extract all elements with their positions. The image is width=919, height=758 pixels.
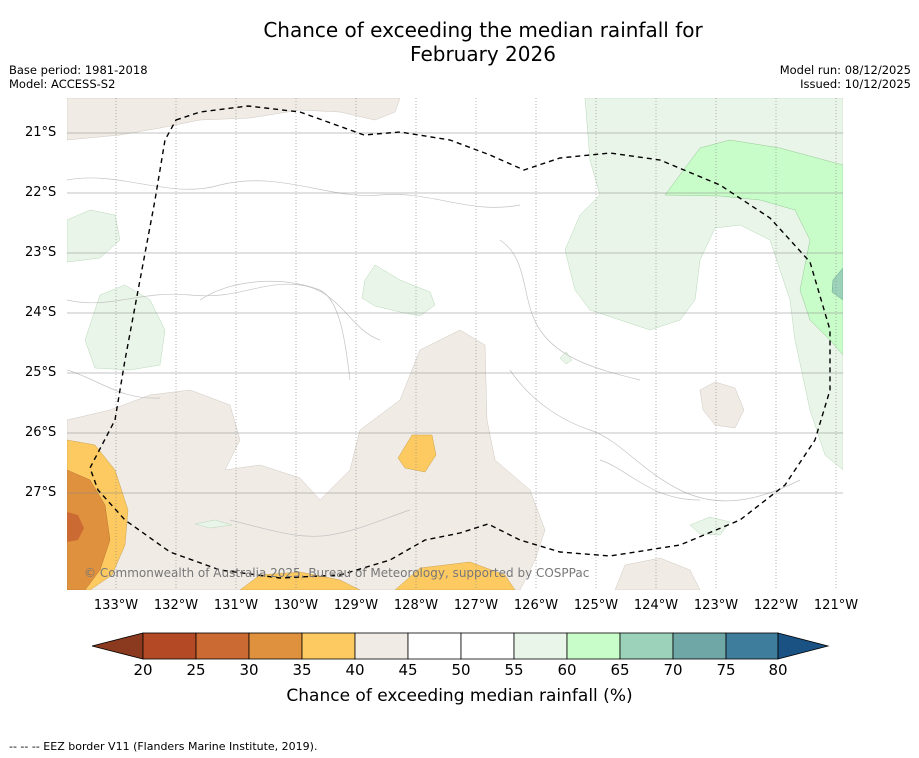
lat-label: 26°S <box>25 425 57 440</box>
lat-label: 22°S <box>25 185 57 200</box>
model-name: Model: ACCESS-S2 <box>9 77 116 91</box>
lat-label: 27°S <box>25 485 57 500</box>
orange-region-south <box>239 561 516 590</box>
colorbar-tick: 50 <box>451 661 471 679</box>
colorbar-bin <box>725 632 779 660</box>
lon-label: 128°W <box>393 598 439 613</box>
lon-label: 125°W <box>573 598 619 613</box>
colorbar-bin <box>301 632 356 660</box>
lat-label: 23°S <box>25 245 57 260</box>
lon-gridlines <box>115 98 837 590</box>
teal-spot <box>831 267 843 301</box>
title-line-1: Chance of exceeding the median rainfall … <box>263 18 703 42</box>
lon-label: 132°W <box>153 598 199 613</box>
lat-label: 25°S <box>25 365 57 380</box>
colorbar-bin <box>354 632 409 660</box>
light-green-region-mid <box>361 264 436 317</box>
beige-region-bottom <box>67 329 546 590</box>
red-orange-region-sw <box>67 512 84 542</box>
contour-lines <box>67 177 801 537</box>
lon-label: 133°W <box>93 598 139 613</box>
lon-label: 121°W <box>813 598 859 613</box>
lon-label: 130°W <box>273 598 319 613</box>
issued-date: Issued: 10/12/2025 <box>800 77 911 91</box>
lon-label: 126°W <box>513 598 559 613</box>
light-green-spots <box>194 351 731 536</box>
colorbar-tick: 60 <box>557 661 577 679</box>
colorbar <box>91 632 830 660</box>
lat-label: 24°S <box>25 305 57 320</box>
lon-label: 124°W <box>633 598 679 613</box>
lon-label: 127°W <box>453 598 499 613</box>
title-line-2: February 2026 <box>410 42 556 66</box>
colorbar-tick: 25 <box>186 661 206 679</box>
colorbar-tick: 20 <box>133 661 153 679</box>
meta-right: Model run: 08/12/2025 Issued: 10/12/2025 <box>780 63 911 91</box>
colorbar-bin <box>142 632 197 660</box>
colorbar-bin <box>513 632 568 660</box>
colorbar-tick: 70 <box>663 661 683 679</box>
colorbar-bin <box>407 632 462 660</box>
colorbar-bin <box>460 632 515 660</box>
colorbar-bin <box>566 632 621 660</box>
colorbar-high-extension <box>777 632 830 660</box>
beige-spot <box>699 381 745 429</box>
colorbar-label: Chance of exceeding median rainfall (%) <box>286 686 633 706</box>
map-area <box>67 98 843 590</box>
colorbar-tick: 75 <box>716 661 736 679</box>
colorbar-bin <box>672 632 727 660</box>
model-run: Model run: 08/12/2025 <box>779 63 911 77</box>
meta-left: Base period: 1981-2018 Model: ACCESS-S2 <box>9 63 148 91</box>
beige-region-se <box>614 557 701 590</box>
colorbar-bin <box>619 632 674 660</box>
colorbar-bin <box>248 632 303 660</box>
map-title: Chance of exceeding the median rainfall … <box>0 18 919 66</box>
orange-region-mid <box>397 434 437 473</box>
colorbar-bin <box>195 632 250 660</box>
eez-border <box>89 105 831 579</box>
lat-label: 21°S <box>25 125 57 140</box>
colorbar-tick: 65 <box>610 661 630 679</box>
copyright-notice: © Commonwealth of Australia 2025, Bureau… <box>84 566 590 580</box>
lon-label: 123°W <box>693 598 739 613</box>
lon-label: 131°W <box>213 598 259 613</box>
lon-label: 129°W <box>333 598 379 613</box>
colorbar-tick: 30 <box>239 661 259 679</box>
lon-label: 122°W <box>753 598 799 613</box>
base-period: Base period: 1981-2018 <box>9 63 148 77</box>
colorbar-tick: 80 <box>768 661 788 679</box>
colorbar-tick: 45 <box>398 661 418 679</box>
bright-green-region <box>664 139 843 356</box>
eez-footer-note: -- -- -- EEZ border V11 (Flanders Marine… <box>9 740 318 753</box>
beige-region-top <box>67 98 401 141</box>
colorbar-tick: 40 <box>345 661 365 679</box>
colorbar-low-extension <box>91 632 144 660</box>
colorbar-tick: 55 <box>504 661 524 679</box>
lat-gridlines <box>67 132 843 494</box>
dark-orange-region-sw <box>67 469 111 590</box>
colorbar-tick: 35 <box>292 661 312 679</box>
